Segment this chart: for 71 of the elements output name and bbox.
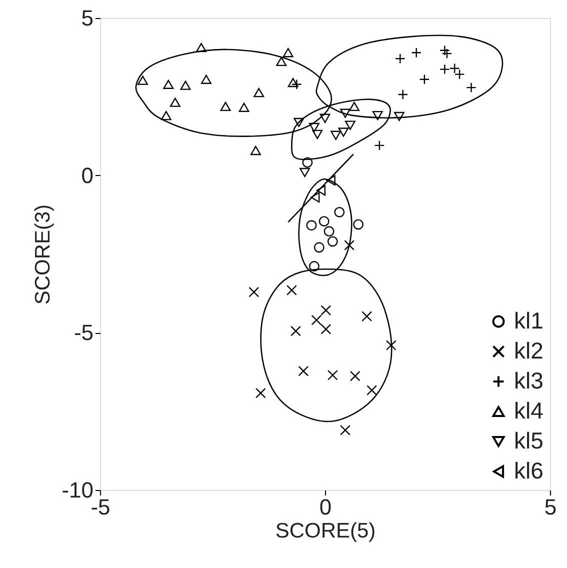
x-tick-label: 0 — [319, 494, 332, 520]
point — [327, 370, 338, 380]
point — [254, 88, 264, 98]
legend-label: kl3 — [514, 368, 544, 394]
y-tick-label: -5 — [74, 320, 94, 346]
point — [163, 80, 174, 89]
point — [394, 112, 404, 122]
point — [200, 74, 212, 84]
x-tick-label: 5 — [544, 494, 557, 520]
point — [316, 185, 326, 196]
point — [374, 140, 385, 151]
legend-label: kl4 — [514, 398, 544, 424]
point — [327, 236, 338, 247]
y-tick-label: -10 — [62, 478, 94, 502]
point — [160, 110, 172, 120]
point — [288, 78, 298, 88]
legend-label: kl1 — [514, 308, 544, 334]
point — [306, 220, 317, 231]
y-tick-label: 5 — [81, 6, 94, 30]
point — [170, 98, 180, 107]
x-axis-title: SCORE(5) — [275, 520, 376, 542]
point — [196, 42, 206, 52]
point — [294, 118, 304, 128]
legend-label: kl2 — [514, 338, 544, 364]
point — [138, 76, 148, 85]
y-axis-title: SCORE(3) — [32, 204, 55, 305]
point — [276, 56, 287, 66]
point — [344, 120, 356, 130]
point — [320, 114, 330, 123]
point — [308, 261, 320, 272]
point — [442, 48, 452, 59]
point — [419, 74, 430, 85]
legend-label: kl6 — [514, 458, 544, 484]
point — [250, 146, 261, 156]
point — [220, 102, 231, 112]
point — [318, 216, 330, 226]
point — [300, 168, 310, 178]
point — [180, 80, 191, 90]
point — [344, 240, 355, 250]
point — [330, 130, 342, 140]
point — [320, 324, 332, 334]
point — [255, 388, 266, 398]
point — [302, 157, 313, 168]
point — [324, 226, 334, 237]
point — [349, 102, 360, 112]
point — [282, 48, 294, 58]
point — [314, 242, 324, 253]
point — [310, 192, 320, 203]
point — [248, 286, 260, 298]
point — [338, 128, 349, 137]
point — [308, 122, 320, 132]
point — [326, 175, 336, 186]
point — [350, 370, 360, 382]
point — [320, 305, 332, 316]
point — [353, 219, 364, 230]
point — [340, 108, 350, 118]
point — [340, 425, 350, 436]
point — [372, 110, 383, 120]
point — [362, 311, 372, 322]
legend-label: kl5 — [514, 428, 544, 454]
point — [238, 102, 250, 112]
point — [398, 89, 408, 100]
point — [290, 326, 301, 336]
point — [311, 314, 322, 326]
point — [366, 385, 378, 396]
y-tick-label: 0 — [81, 162, 94, 188]
point — [386, 340, 396, 350]
point — [298, 366, 309, 376]
point — [286, 284, 297, 296]
point — [334, 206, 345, 218]
point — [312, 130, 323, 140]
